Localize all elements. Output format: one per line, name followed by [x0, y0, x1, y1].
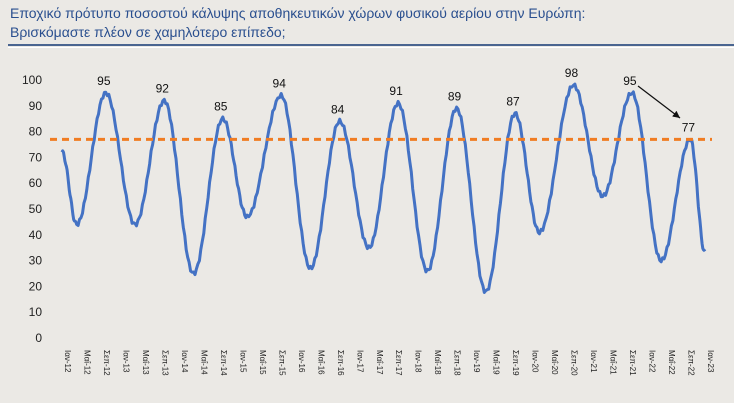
x-tick-label: Σεπ-17: [394, 350, 403, 376]
x-tick-label: Σεπ-14: [219, 350, 228, 376]
x-tick-label: Σεπ-22: [687, 350, 696, 376]
y-tick-label: 60: [29, 176, 43, 190]
x-tick-label: Ιαν-12: [63, 350, 72, 373]
y-tick-label: 20: [29, 279, 43, 293]
peak-data-label: 95: [97, 74, 111, 88]
x-tick-label: Ιαν-15: [238, 350, 247, 373]
x-tick-label: Ιαν-18: [414, 350, 423, 373]
x-tick-label: Μαΐ-16: [316, 350, 325, 375]
x-tick-label: Μαΐ-22: [667, 350, 676, 375]
x-tick-label: Ιαν-17: [355, 350, 364, 373]
y-tick-label: 70: [29, 150, 43, 164]
x-tick-label: Μαΐ-20: [550, 350, 559, 375]
y-tick-label: 50: [29, 202, 43, 216]
x-tick-label: Σεπ-12: [102, 350, 111, 376]
peak-data-label: 84: [331, 102, 345, 116]
y-tick-label: 0: [35, 331, 42, 345]
title-divider-highlight: [8, 47, 734, 48]
x-tick-label: Ιαν-14: [180, 350, 189, 373]
peak-data-label: 98: [565, 66, 579, 80]
x-tick-label: Μαΐ-13: [141, 350, 150, 375]
x-tick-label: Μαΐ-21: [609, 350, 618, 375]
title-divider: [8, 44, 734, 46]
x-tick-label: Σεπ-13: [160, 350, 169, 376]
x-tick-label: Σεπ-18: [453, 350, 462, 376]
peak-data-label: 87: [506, 95, 520, 109]
chart-title-line2: Βρισκόμαστε πλέον σε χαμηλότερο επίπεδο;: [10, 24, 286, 40]
x-tick-label: Μαΐ-15: [258, 350, 267, 375]
y-tick-label: 90: [29, 99, 43, 113]
x-tick-label: Σεπ-15: [277, 350, 286, 376]
x-tick-label: Ιαν-21: [589, 350, 598, 373]
y-tick-label: 30: [29, 254, 43, 268]
x-tick-label: Ιαν-22: [648, 350, 657, 373]
x-tick-label: Μαΐ-18: [433, 350, 442, 375]
x-tick-label: Σεπ-19: [511, 350, 520, 376]
peak-data-label: 85: [214, 100, 228, 114]
y-tick-label: 100: [22, 73, 42, 87]
y-tick-label: 40: [29, 228, 43, 242]
peak-data-label: 92: [156, 82, 170, 96]
peak-data-label: 77: [682, 120, 696, 134]
x-tick-label: Ιαν-20: [531, 350, 540, 373]
series-line: [60, 82, 707, 294]
x-tick-label: Μαΐ-12: [82, 350, 91, 375]
peak-data-label: 91: [389, 84, 403, 98]
x-tick-label: Μαΐ-14: [199, 350, 208, 375]
peak-data-label: 89: [448, 89, 462, 103]
x-tick-label: Σεπ-16: [336, 350, 345, 376]
peak-data-label: 95: [623, 74, 637, 88]
x-tick-label: Ιαν-16: [297, 350, 306, 373]
x-tick-label: Ιαν-13: [121, 350, 130, 373]
x-tick-label: Ιαν-23: [706, 350, 715, 373]
chart-title-line1: Εποχικό πρότυπο ποσοστού κάλυψης αποθηκε…: [10, 5, 586, 21]
y-tick-label: 80: [29, 125, 43, 139]
x-tick-label: Σεπ-21: [628, 350, 637, 376]
annotation-arrow: [637, 85, 681, 119]
x-tick-label: Ιαν-19: [472, 350, 481, 373]
x-tick-label: Μαΐ-17: [375, 350, 384, 375]
y-tick-label: 10: [29, 305, 43, 319]
x-tick-label: Μαΐ-19: [492, 350, 501, 375]
peak-data-label: 94: [273, 76, 287, 90]
x-tick-label: Σεπ-20: [570, 350, 579, 376]
